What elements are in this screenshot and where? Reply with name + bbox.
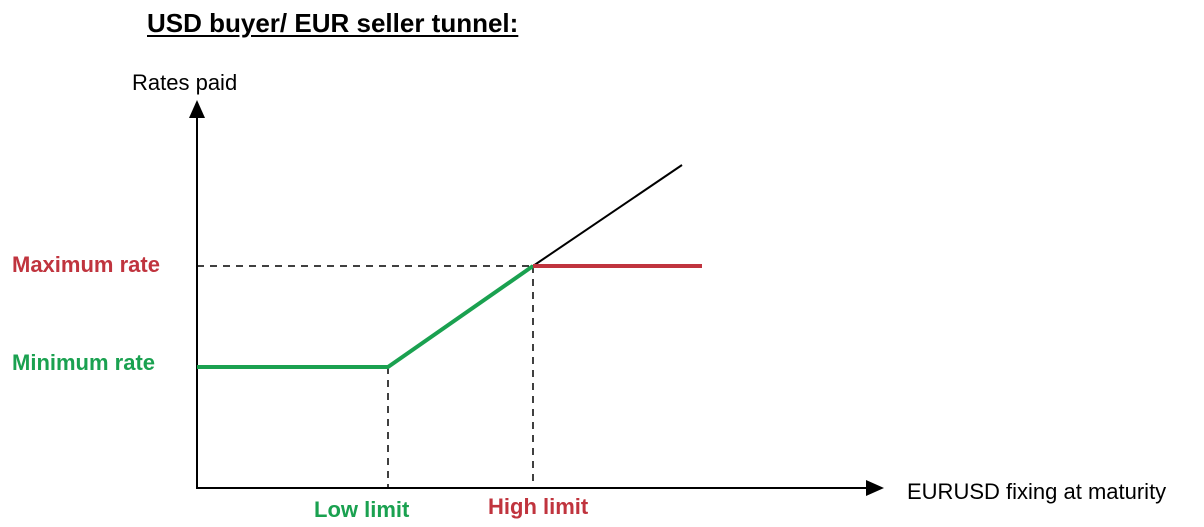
- y-axis-arrow: [189, 100, 205, 118]
- maximum-rate-label: Maximum rate: [12, 252, 160, 277]
- minimum-rate-payoff-line: [197, 264, 535, 369]
- low-limit-label: Low limit: [314, 497, 410, 522]
- y-axis-label: Rates paid: [132, 70, 238, 95]
- spot-continuation-line: [532, 164, 683, 267]
- high-limit-label: High limit: [488, 494, 589, 519]
- diagram-title: USD buyer/ EUR seller tunnel:: [147, 8, 519, 38]
- minimum-rate-label: Minimum rate: [12, 350, 156, 375]
- x-axis-arrow: [866, 480, 884, 496]
- x-axis-label: EURUSD fixing at maturity: [907, 479, 1167, 504]
